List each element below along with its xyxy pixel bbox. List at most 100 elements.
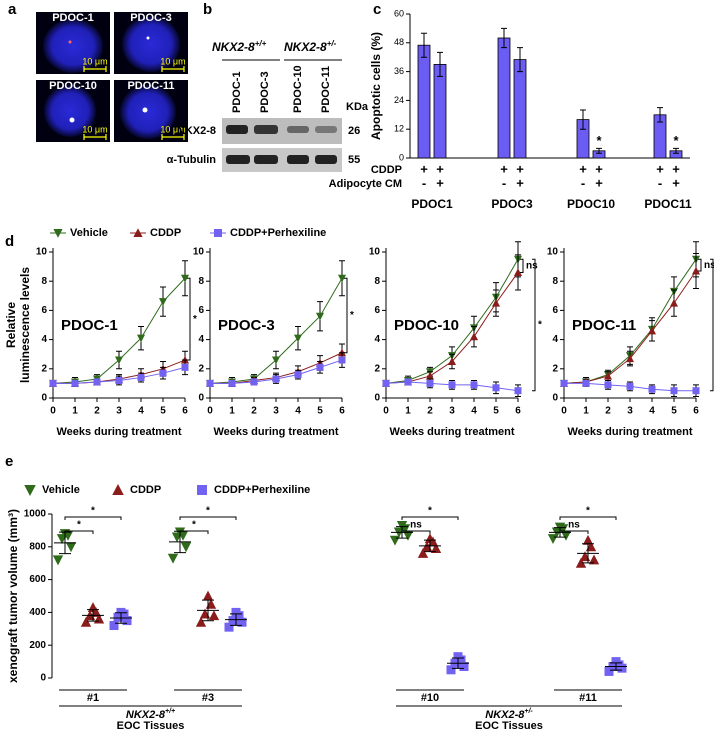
marker <box>582 379 590 387</box>
x-tick-label: 0 <box>50 406 56 417</box>
marker <box>446 665 456 675</box>
marker <box>669 298 679 307</box>
gene: NKX2-8 <box>212 40 255 54</box>
marker <box>214 229 222 237</box>
condition-sign: + <box>436 161 444 176</box>
marker <box>137 374 145 382</box>
category-label: #3 <box>202 692 214 704</box>
marker <box>109 621 119 631</box>
x-tick-label: 1 <box>229 406 235 417</box>
gene: NKX2-8 <box>126 709 166 721</box>
marker <box>513 268 523 276</box>
condition-label: CDDP <box>371 164 402 176</box>
marker <box>228 616 238 626</box>
mean-sd <box>419 539 441 553</box>
marker <box>648 385 656 393</box>
marker <box>180 274 190 283</box>
y-tick-label: 2 <box>198 363 204 374</box>
bracket <box>559 516 617 520</box>
bar <box>497 37 511 159</box>
legend-label: CDDP+Perhexiline <box>230 227 326 239</box>
x-tick-label: 0 <box>561 406 567 417</box>
y-tick-label: 8 <box>198 276 204 287</box>
x-tick-label: 2 <box>427 406 433 417</box>
marker <box>625 354 635 363</box>
marker <box>647 326 657 335</box>
condition-sign: + <box>436 175 444 190</box>
significance: * <box>538 320 542 331</box>
lane-label: PDOC-1 <box>231 71 243 113</box>
y-tick-label: 6 <box>198 305 204 316</box>
marker <box>115 376 123 384</box>
error-bar <box>517 47 523 73</box>
panel-label: e <box>5 453 13 470</box>
y-tick-label: 2 <box>374 363 380 374</box>
y-axis-label: Relative <box>4 302 18 348</box>
marker <box>206 379 214 387</box>
bracket <box>532 258 536 392</box>
significance: * <box>586 506 590 517</box>
y-tick-label: 10 <box>369 247 381 258</box>
error-bar <box>580 109 586 130</box>
condition-sign: - <box>658 175 662 190</box>
chart-title: PDOC-11 <box>572 317 636 334</box>
x-tick-label: 1 <box>583 406 589 417</box>
bar <box>417 44 431 159</box>
spot <box>146 36 150 40</box>
marker <box>113 612 123 622</box>
cell <box>44 85 96 137</box>
marker <box>133 228 143 237</box>
set-label: EOC Tissues <box>475 720 543 730</box>
marker <box>112 484 124 495</box>
marker <box>272 375 280 383</box>
x-tick-label: 4 <box>471 406 477 417</box>
marker <box>692 387 700 395</box>
condition-sign: + <box>420 161 428 176</box>
marker <box>670 387 678 395</box>
category-label: PDOC3 <box>491 197 533 211</box>
marker <box>404 378 412 386</box>
bracket <box>179 530 209 534</box>
significance: * <box>91 506 95 517</box>
y-tick-label: 400 <box>29 607 46 618</box>
significance: ns <box>526 261 538 272</box>
marker <box>417 547 429 558</box>
marker <box>389 535 401 546</box>
y-tick-label: 60 <box>394 8 404 18</box>
marker <box>167 553 179 564</box>
condition-sign: + <box>656 161 664 176</box>
lane-label: PDOC-10 <box>292 65 304 113</box>
error-bar <box>673 147 679 154</box>
y-tick-label: 6 <box>552 305 558 316</box>
x-axis-label: Weeks during treatment <box>213 426 338 438</box>
legend-label: Vehicle <box>70 227 108 239</box>
significance: * <box>428 506 432 517</box>
image-label: PDOC-11 <box>127 80 174 92</box>
x-tick-label: 6 <box>515 406 521 417</box>
marker <box>208 610 220 621</box>
genotype-label: NKX2-8+/+ <box>212 39 267 55</box>
mean-sd <box>82 609 104 622</box>
spot <box>142 107 148 113</box>
marker <box>492 384 500 392</box>
y-tick-label: 8 <box>374 276 380 287</box>
y-tick-label: 4 <box>198 334 204 345</box>
x-tick-label: 5 <box>160 406 166 417</box>
scale-label: 10 μm <box>160 124 185 134</box>
y-tick-label: 800 <box>29 541 46 552</box>
x-tick-label: 2 <box>605 406 611 417</box>
y-tick-label: 10 <box>547 247 559 258</box>
mean-sd <box>110 612 132 624</box>
y-tick-label: 200 <box>29 640 46 651</box>
marker <box>611 657 621 667</box>
genotype-label: NKX2-8+/+ <box>126 708 175 721</box>
marker <box>158 298 168 306</box>
marker <box>71 379 79 387</box>
image-label: PDOC-10 <box>49 80 97 92</box>
bracket <box>559 530 589 534</box>
kda-label: 26 <box>348 125 360 137</box>
marker <box>231 607 241 617</box>
condition-sign: + <box>516 175 524 190</box>
marker <box>271 356 281 365</box>
y-tick-label: 0 <box>198 393 204 404</box>
